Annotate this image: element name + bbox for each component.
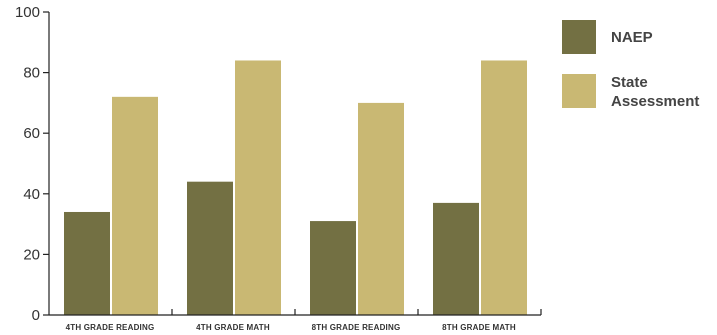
x-axis-labels: 4TH GRADE READING 4TH GRADE MATH 8TH GRADE…	[66, 323, 516, 332]
legend: NAEP State Assessment	[562, 20, 712, 128]
bar-naep	[310, 221, 356, 315]
bar-state-assessment	[481, 60, 527, 316]
bars	[64, 60, 527, 316]
y-tick-label: 40	[23, 186, 40, 203]
x-tick-label: 8TH GRADE MATH	[442, 323, 516, 332]
bar-state-assessment	[358, 102, 404, 316]
legend-swatch-state-assessment	[562, 74, 596, 108]
legend-label-naep: NAEP	[611, 29, 653, 46]
x-axis	[49, 309, 542, 316]
y-axis-ticks: 0 20 40 60 80 100	[15, 4, 49, 324]
y-tick-label: 60	[23, 125, 40, 142]
bar-state-assessment	[112, 96, 158, 315]
bar-naep	[433, 202, 479, 315]
y-tick-label: 80	[23, 65, 40, 82]
bar-naep	[187, 181, 233, 315]
bar-state-assessment	[235, 60, 281, 316]
legend-swatch-naep	[562, 20, 596, 54]
y-tick-label: 20	[23, 246, 40, 263]
bar-naep	[64, 211, 110, 315]
legend-item-state-assessment: State Assessment	[562, 74, 712, 128]
x-tick-label: 8TH GRADE READING	[312, 323, 401, 332]
x-tick-label: 4TH GRADE READING	[66, 323, 155, 332]
legend-item-naep: NAEP	[562, 20, 712, 74]
legend-label-state-assessment: State Assessment	[611, 74, 700, 110]
y-tick-label: 0	[32, 307, 40, 324]
x-tick-label: 4TH GRADE MATH	[196, 323, 270, 332]
y-tick-label: 100	[15, 4, 40, 21]
